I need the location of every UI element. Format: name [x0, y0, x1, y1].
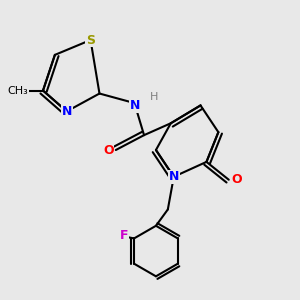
Text: N: N: [61, 105, 72, 118]
Text: S: S: [86, 34, 95, 46]
Text: O: O: [231, 173, 242, 186]
Text: F: F: [119, 229, 128, 242]
Text: O: O: [103, 143, 114, 157]
Text: N: N: [130, 99, 140, 112]
Text: CH₃: CH₃: [8, 85, 28, 96]
Text: N: N: [169, 170, 179, 183]
Text: H: H: [150, 92, 159, 101]
